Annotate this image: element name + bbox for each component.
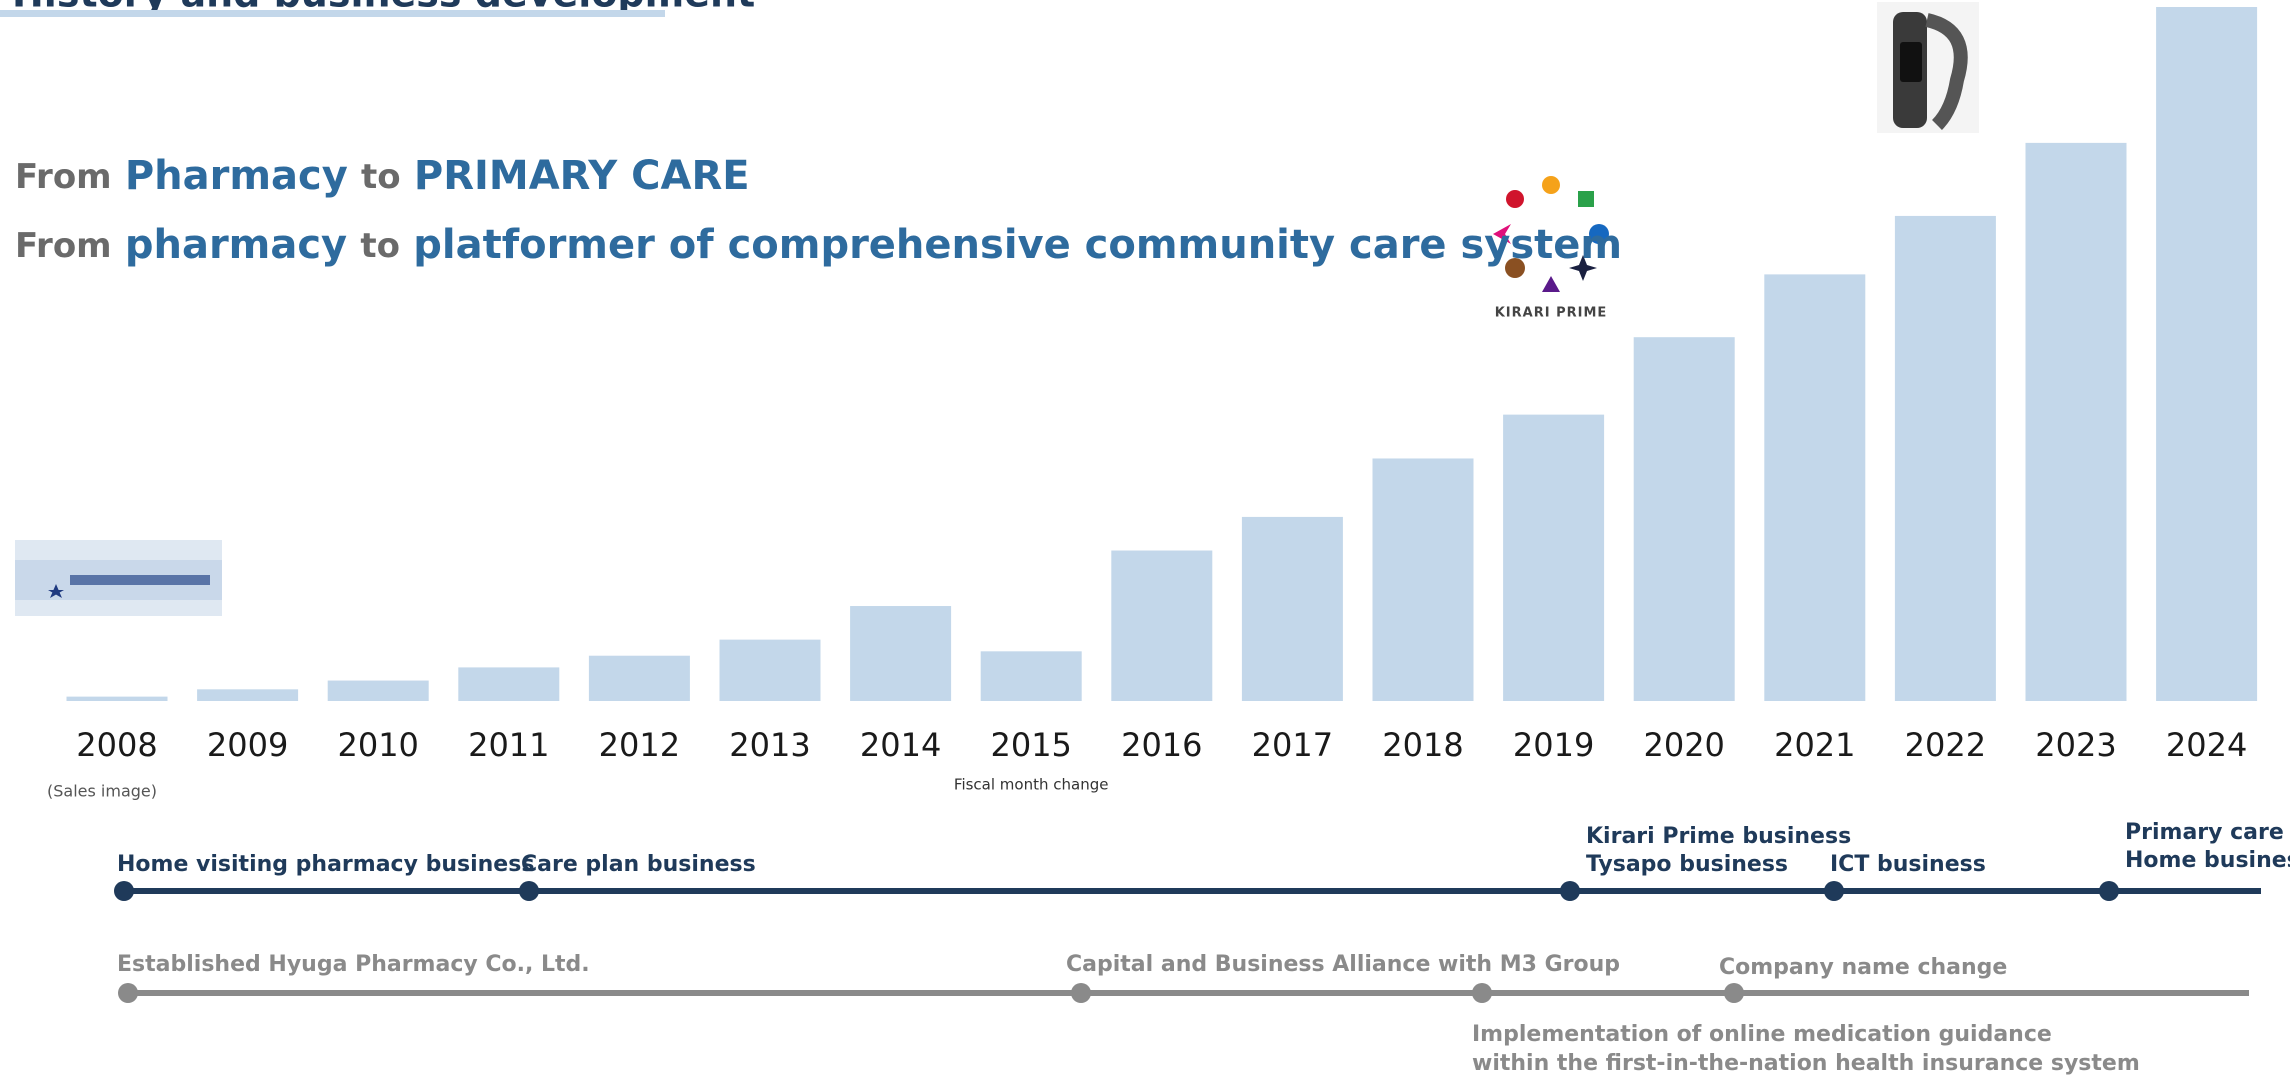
tagline-highlight: Pharmacy bbox=[125, 153, 348, 199]
tagline-highlight: pharmacy bbox=[125, 222, 347, 268]
tagline-word: From bbox=[15, 226, 112, 266]
bar bbox=[1894, 215, 1996, 701]
business-milestone-dot bbox=[519, 881, 539, 901]
business-milestone-label: Home business bbox=[2125, 848, 2290, 873]
business-milestone-dot bbox=[2099, 881, 2119, 901]
corporate-milestone-label: Capital and Business Alliance with M3 Gr… bbox=[1066, 952, 1620, 977]
bar bbox=[197, 689, 299, 701]
bar bbox=[588, 655, 690, 701]
bar bbox=[980, 651, 1082, 701]
bar bbox=[1111, 550, 1213, 701]
x-tick-label: 2023 bbox=[2035, 726, 2116, 764]
x-tick-label: 2016 bbox=[1121, 726, 1202, 764]
pharmacy-sign-image bbox=[15, 540, 222, 616]
tagline-highlight: platformer of comprehensive community ca… bbox=[413, 222, 1622, 268]
corporate-milestone-label: Company name change bbox=[1719, 955, 2007, 980]
x-tick-label: 2015 bbox=[990, 726, 1071, 764]
corporate-milestone-label: Implementation of online medication guid… bbox=[1472, 1022, 2052, 1047]
tagline-highlight: PRIMARY CARE bbox=[414, 153, 750, 199]
bar bbox=[1764, 274, 1866, 701]
business-milestone-label: Kirari Prime business bbox=[1586, 824, 1851, 849]
corporate-milestone-label: Established Hyuga Pharmacy Co., Ltd. bbox=[117, 952, 590, 977]
business-milestone-dot bbox=[1824, 881, 1844, 901]
x-tick-label: 2019 bbox=[1513, 726, 1594, 764]
bar bbox=[66, 696, 168, 701]
x-tick-label: 2018 bbox=[1382, 726, 1463, 764]
tagline: From Pharmacy to PRIMARY CARE bbox=[15, 153, 750, 199]
bar bbox=[2156, 7, 2258, 701]
logo-text: KIRARI PRIME bbox=[1495, 306, 1608, 321]
x-tick-label: 2017 bbox=[1252, 726, 1333, 764]
business-milestone-label: ICT business bbox=[1830, 852, 1986, 877]
x-tick-label: 2009 bbox=[207, 726, 288, 764]
x-tick-label: 2013 bbox=[729, 726, 810, 764]
corporate-milestone-dot bbox=[1472, 983, 1492, 1003]
x-tick-label: 2011 bbox=[468, 726, 549, 764]
bar bbox=[1241, 516, 1343, 701]
corporate-milestone-dot bbox=[1724, 983, 1744, 1003]
x-tick-label: 2021 bbox=[1774, 726, 1855, 764]
business-milestone-label: Tysapo business bbox=[1586, 852, 1788, 877]
bar bbox=[2025, 142, 2127, 701]
corporate-milestone-label: within the first-in-the-nation health in… bbox=[1472, 1051, 2140, 1076]
corporate-milestone-dot bbox=[118, 983, 138, 1003]
bar bbox=[719, 639, 821, 701]
bar bbox=[850, 606, 952, 701]
bar bbox=[1633, 337, 1735, 701]
chart-annotation: Fiscal month change bbox=[954, 776, 1109, 794]
tagline-word: From bbox=[15, 157, 112, 197]
bar bbox=[1503, 414, 1605, 701]
x-tick-label: 2020 bbox=[1643, 726, 1724, 764]
title-underline bbox=[0, 10, 665, 17]
business-milestone-label: Care plan business bbox=[521, 852, 756, 877]
chart-note: (Sales image) bbox=[47, 782, 157, 801]
tagline-word: to bbox=[361, 157, 401, 197]
business-milestone-label: Home visiting pharmacy business bbox=[117, 852, 534, 877]
corporate-milestone-dot bbox=[1071, 983, 1091, 1003]
bar bbox=[327, 680, 429, 701]
bar bbox=[458, 667, 560, 701]
x-tick-label: 2008 bbox=[76, 726, 157, 764]
bar bbox=[1372, 458, 1474, 701]
business-milestone-label: Primary care bbox=[2125, 820, 2284, 845]
x-tick-label: 2010 bbox=[337, 726, 418, 764]
business-milestone-dot bbox=[114, 881, 134, 901]
watch-image bbox=[1877, 2, 1979, 133]
tagline: From pharmacy to platformer of comprehen… bbox=[15, 222, 1622, 268]
x-tick-label: 2022 bbox=[1905, 726, 1986, 764]
x-tick-label: 2024 bbox=[2166, 726, 2247, 764]
kirari-logo: KIRARI PRIME bbox=[1493, 176, 1609, 321]
business-milestone-dot bbox=[1560, 881, 1580, 901]
x-tick-label: 2014 bbox=[860, 726, 941, 764]
tagline-word: to bbox=[360, 226, 400, 266]
x-tick-label: 2012 bbox=[599, 726, 680, 764]
